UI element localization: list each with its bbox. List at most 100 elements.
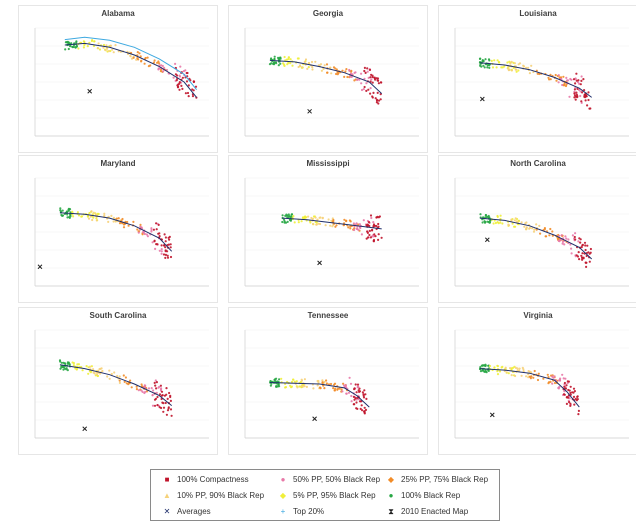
data-point [71,210,74,213]
data-point [557,239,560,242]
data-point [160,390,164,393]
data-point [377,233,380,236]
data-point [97,42,100,45]
chart-svg [244,329,419,439]
data-point [310,60,314,64]
data-point [563,84,566,87]
data-point [479,370,483,373]
data-point [123,380,126,383]
data-point [525,227,528,230]
data-point [573,88,576,91]
data-point [358,78,361,81]
data-point [345,219,348,222]
data-point [552,376,555,379]
data-point [132,220,135,223]
data-point [280,377,283,380]
data-point [92,371,95,374]
data-point [492,222,495,225]
data-point [377,222,380,226]
data-point [363,410,366,413]
data-point [97,369,100,372]
data-point [369,236,372,239]
data-point [581,243,584,246]
chart-title: North Carolina [510,159,566,168]
data-point [314,216,317,219]
data-point [176,74,179,77]
data-point [370,216,373,220]
chart-svg [34,27,209,137]
legend-item-averages: ✕ Averages [163,507,211,516]
data-point [356,385,359,388]
data-point [155,391,158,394]
data-point [331,225,334,228]
data-point [334,67,337,70]
chart-panel-alabama: Alabama [18,5,218,153]
series-line-averages [479,217,593,260]
data-point [143,384,146,387]
data-point [563,385,566,388]
data-point [107,50,110,53]
legend-item-pp5: ◆ 5% PP, 95% Black Rep [279,491,376,500]
data-point [488,59,491,62]
data-point [319,216,322,219]
data-point [146,235,149,238]
enacted-map-marker [82,426,88,432]
data-point [345,392,348,395]
data-point [354,223,357,226]
data-point [481,221,484,224]
data-point [363,406,366,409]
data-point [356,227,359,231]
data-point [585,265,588,268]
data-point [336,387,340,390]
data-point [140,383,143,386]
data-point [584,244,587,247]
data-point [163,394,166,397]
chart-panel-south-carolina: South Carolina [18,307,218,455]
data-point [562,75,565,78]
data-point [155,381,158,384]
data-point [589,247,592,251]
data-point [352,403,355,406]
data-point [332,218,335,222]
data-point [169,246,172,249]
data-point [484,369,487,372]
data-point [501,365,504,368]
data-point [283,55,286,59]
data-point [498,370,502,373]
data-point [155,243,158,246]
chart-title: South Carolina [89,311,147,320]
data-point [95,373,99,376]
data-point [548,78,551,81]
data-point [514,217,517,220]
chart-panel-maryland: Maryland [18,155,218,303]
data-point [317,222,320,225]
data-point [344,70,347,73]
enacted-map-marker [479,96,485,102]
series-line-averages [282,217,382,230]
data-point [553,375,556,378]
data-point [274,380,277,383]
data-point [586,244,589,247]
data-point [91,39,94,42]
data-point [549,227,552,231]
data-point [167,406,170,409]
data-point [496,373,500,376]
data-point [569,402,572,405]
data-point [573,390,576,393]
data-point [168,238,171,241]
data-point [152,389,155,392]
data-point [160,252,163,255]
data-point [370,78,373,81]
data-point [376,79,379,82]
data-point [565,76,568,79]
data-point [187,95,190,98]
data-point [156,61,159,64]
data-point [290,213,293,216]
data-point [566,380,569,383]
data-point [152,61,155,64]
data-point [574,238,577,241]
data-point [549,380,552,383]
data-point [486,66,489,69]
data-point [481,364,484,367]
data-point [587,91,590,94]
